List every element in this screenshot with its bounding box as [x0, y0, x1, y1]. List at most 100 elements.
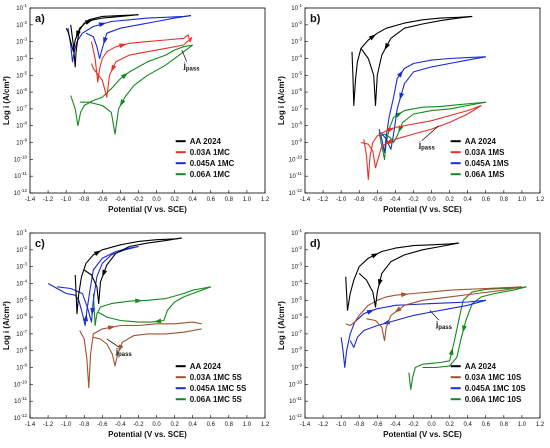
x-tick-label: 1.2: [536, 422, 545, 428]
x-tick-label: 0.2: [170, 197, 179, 203]
x-tick-label: -0.4: [115, 422, 126, 428]
x-tick-label: 0.6: [482, 197, 491, 203]
y-tick-label: 10-12: [14, 188, 28, 197]
direction-arrow: [118, 344, 124, 352]
x-tick-label: 0.0: [152, 422, 161, 428]
direction-arrow: [103, 37, 108, 45]
panel-4: -1.4 -1.2 -1.0 -0.8 -0.6 -0.4 -0.2 0.0 0.2 0.4 0.6…: [277, 228, 545, 439]
direction-arrow: [153, 318, 162, 324]
x-tick-label: 1.2: [261, 422, 270, 428]
x-tick-label: -0.4: [390, 197, 401, 203]
panel-3: -1.4 -1.2 -1.0 -0.8 -0.6 -0.4 -0.2 0.0 0.2 0.4 0.6…: [2, 228, 270, 439]
direction-arrow: [401, 292, 409, 298]
x-tick-label: 1.0: [518, 197, 527, 203]
annotation-jpass: jpass: [418, 141, 436, 152]
legend-entry: 0.045A 1MC 10S: [465, 384, 527, 393]
x-axis-label: Potential (V vs. SCE): [108, 205, 187, 214]
annotation-pointer: [429, 310, 440, 321]
x-tick-label: 1.0: [243, 422, 252, 428]
legend-entry: AA 2024: [190, 362, 222, 371]
annotation-pointer: [106, 338, 120, 348]
plot-frame: [304, 232, 541, 419]
y-tick-label: 10-10: [289, 379, 303, 388]
y-tick-label: 10-1: [291, 228, 302, 237]
series-line-fwd: [79, 321, 202, 389]
direction-arrow: [90, 307, 96, 316]
x-tick-label: -0.6: [97, 422, 108, 428]
x-tick-label: -0.8: [79, 422, 90, 428]
annotation-jpass: jpass: [183, 62, 201, 73]
y-tick-label: 10-3: [291, 262, 302, 271]
legend-entry: 0.03A 1MC: [190, 148, 230, 157]
y-tick-label: 10-4: [16, 53, 27, 62]
y-tick-label: 10-12: [289, 413, 303, 422]
direction-arrow: [76, 30, 81, 38]
series-line-rev: [349, 299, 486, 348]
direction-arrow: [366, 309, 375, 315]
direction-arrow: [396, 70, 404, 78]
direction-arrow: [93, 250, 102, 256]
x-tick-label: -1.4: [300, 422, 311, 428]
annotation-pointer: [421, 125, 440, 141]
direction-arrow: [83, 313, 89, 322]
series-line-fwd: [408, 286, 527, 390]
y-tick-label: 10-6: [291, 312, 302, 321]
y-tick-label: 10-4: [291, 53, 302, 62]
direction-arrow: [368, 34, 376, 41]
x-tick-label: 0.2: [445, 197, 454, 203]
direction-arrow: [110, 64, 117, 73]
y-tick-label: 10-5: [16, 70, 27, 79]
legend-entry: 0.03A 1MC 10S: [465, 373, 522, 382]
legend-entry: 0.06A 1MS: [465, 170, 505, 179]
y-tick-label: 10-3: [16, 37, 27, 46]
x-tick-label: -0.6: [372, 197, 383, 203]
series-line-rev: [83, 237, 182, 305]
series-line-rev: [57, 245, 139, 323]
series-line-fwd: [90, 34, 193, 83]
series-line-fwd: [345, 286, 522, 327]
y-tick-label: 10-8: [291, 346, 302, 355]
x-tick-label: 0.6: [207, 197, 216, 203]
panel-letter: c): [35, 238, 45, 250]
x-tick-label: 0.0: [152, 197, 161, 203]
legend-entry: 0.06A 1MC: [190, 170, 230, 179]
x-tick-label: -1.0: [336, 422, 347, 428]
x-tick-label: 0.6: [207, 422, 216, 428]
direction-arrow: [378, 278, 383, 287]
y-tick-label: 10-9: [16, 363, 27, 372]
x-tick-label: -0.2: [133, 197, 144, 203]
series-line-fwd: [47, 245, 139, 327]
legend-entry: 0.06A 1MC 5S: [190, 395, 243, 404]
x-tick-label: 0.8: [500, 197, 509, 203]
x-tick-label: 0.2: [170, 422, 179, 428]
y-tick-label: 10-11: [14, 396, 27, 405]
y-axis-label: Log i (A/cm²): [277, 76, 286, 125]
legend-entry: 0.03A 1MS: [465, 148, 505, 157]
x-tick-label: -0.2: [408, 422, 419, 428]
x-tick-label: -0.6: [372, 422, 383, 428]
y-tick-label: 10-9: [291, 363, 302, 372]
x-tick-label: -1.2: [43, 197, 54, 203]
x-tick-label: -0.6: [97, 197, 108, 203]
series-line-rev: [380, 56, 486, 150]
x-tick-label: -1.2: [43, 422, 54, 428]
y-axis-label: Log i (A/cm²): [2, 76, 11, 125]
x-tick-label: -1.2: [318, 197, 329, 203]
x-axis-label: Potential (V vs. SCE): [108, 430, 187, 439]
annotation-pointer: [181, 49, 187, 62]
x-tick-label: -0.8: [354, 197, 365, 203]
direction-arrow: [384, 42, 390, 51]
y-tick-label: 10-10: [289, 154, 303, 163]
y-tick-label: 10-4: [16, 278, 27, 287]
x-tick-label: 0.0: [427, 197, 436, 203]
x-tick-label: 0.4: [189, 422, 198, 428]
series-line-rev: [93, 328, 202, 367]
x-tick-label: -0.4: [115, 197, 126, 203]
direction-arrow: [399, 92, 404, 101]
x-axis-label: Potential (V vs. SCE): [383, 430, 462, 439]
direction-arrow: [98, 22, 107, 28]
x-tick-label: 0.6: [482, 422, 491, 428]
y-tick-label: 10-8: [16, 121, 27, 130]
legend-entry: AA 2024: [465, 137, 497, 146]
y-tick-label: 10-3: [291, 37, 302, 46]
